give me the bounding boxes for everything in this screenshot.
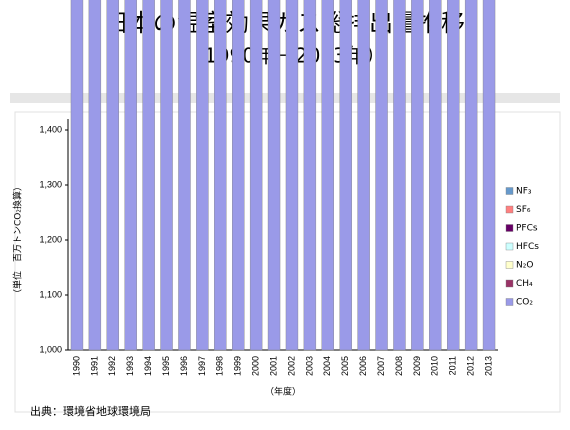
bar-segment — [178, 0, 191, 351]
x-axis-label: （年度） — [265, 386, 301, 398]
y-tick-label: 1,200 — [39, 234, 62, 244]
x-tick-label: 1991 — [89, 356, 99, 376]
bar-segment — [160, 0, 173, 351]
source: 出典：環境省地球環境局 — [30, 404, 151, 418]
x-tick-label: 2000 — [251, 356, 261, 376]
legend-label: NF₃ — [516, 187, 532, 197]
bar-segment — [267, 0, 281, 351]
x-tick-label: 2003 — [304, 356, 314, 376]
bar-segment — [482, 0, 496, 351]
bar-segment — [357, 0, 370, 351]
legend-label: HFCs — [516, 242, 539, 252]
bar-segment — [249, 0, 263, 351]
legend-swatch — [505, 242, 514, 251]
bar-segment — [429, 0, 442, 351]
y-axis-label: （単位 百万トンCO₂換算） — [12, 182, 24, 298]
bar-segment — [232, 0, 245, 351]
x-tick-label: 1998 — [215, 356, 225, 376]
x-tick-label: 1990 — [71, 356, 81, 376]
legend-swatch — [505, 187, 514, 195]
y-tick-label: 1,100 — [39, 289, 62, 299]
x-tick-label: 2002 — [286, 356, 296, 376]
bar-segment — [321, 0, 334, 351]
legend-swatch — [505, 298, 514, 306]
legend-label: PFCs — [516, 224, 538, 234]
x-tick-label: 2011 — [448, 356, 458, 375]
legend-label: CH₄ — [516, 279, 533, 289]
y-tick-label: 1,300 — [39, 179, 62, 189]
y-tick-label: 1,400 — [39, 124, 62, 134]
bar-segment — [375, 0, 388, 351]
x-tick-label: 2001 — [268, 356, 278, 376]
bar-segment — [196, 0, 209, 351]
legend-label: N₂O — [516, 261, 533, 271]
legend-label: CO₂ — [516, 298, 533, 308]
bar-segment — [214, 0, 227, 351]
x-tick-label: 2004 — [322, 356, 332, 376]
x-tick-label: 1993 — [125, 356, 135, 376]
bar-segment — [70, 0, 84, 351]
legend-label: SF₆ — [516, 205, 531, 215]
x-tick-label: 1997 — [197, 356, 207, 376]
bar-segment — [106, 0, 119, 351]
x-tick-label: 1994 — [143, 356, 153, 376]
bar-segment — [464, 0, 478, 351]
bar-segment — [142, 0, 155, 351]
chart-title: 日本の温室効果ガス総排出量推移 — [105, 9, 465, 37]
x-tick-label: 2007 — [376, 356, 386, 376]
legend-swatch — [505, 279, 514, 288]
x-tick-label: 1996 — [179, 356, 189, 376]
x-tick-label: 1995 — [161, 356, 171, 376]
x-tick-label: 2013 — [483, 356, 493, 376]
x-tick-label: 2005 — [340, 356, 350, 376]
x-tick-label: 2012 — [466, 356, 476, 376]
header-band — [10, 93, 560, 103]
x-tick-label: 1992 — [107, 356, 117, 376]
x-tick-label: 1999 — [233, 356, 243, 376]
x-tick-label: 2008 — [394, 356, 404, 376]
bar-segment — [411, 0, 424, 351]
x-tick-label: 2010 — [430, 356, 440, 376]
bar-segment — [285, 0, 299, 351]
x-tick-label: 2009 — [412, 356, 422, 376]
bar-segment — [303, 0, 317, 351]
x-tick-label: 2006 — [358, 356, 368, 376]
legend-swatch — [505, 205, 514, 214]
bar-segment — [88, 0, 102, 351]
y-tick-label: 1,000 — [39, 344, 62, 354]
legend-swatch — [505, 224, 514, 232]
bar-segment — [393, 0, 406, 351]
bar-segment — [447, 0, 460, 351]
legend-swatch — [505, 261, 514, 269]
bar-segment — [339, 0, 352, 351]
bar-segment — [124, 0, 137, 351]
